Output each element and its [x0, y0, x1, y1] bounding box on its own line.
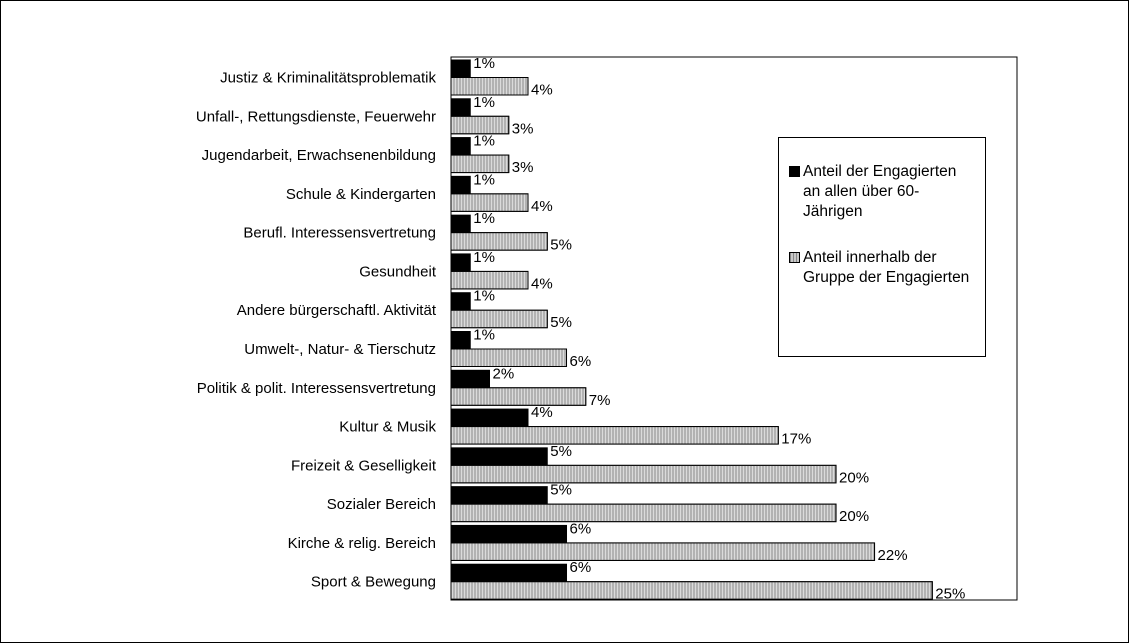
legend-label: Anteil innerhalb der Gruppe der Engagier…: [803, 249, 970, 286]
bar-hatch: [450, 581, 933, 600]
bar: [450, 369, 491, 389]
bar: [450, 175, 471, 195]
category-label: Sozialer Bereich: [327, 496, 436, 513]
bar-hatch: [450, 154, 510, 174]
bar: [450, 331, 471, 350]
data-label: 1%: [473, 210, 495, 227]
bar-hatch: [450, 387, 587, 406]
data-label: 6%: [570, 353, 592, 370]
data-label: 1%: [473, 133, 495, 150]
category-label: Freizeit & Geselligkeit: [291, 457, 437, 474]
data-label: 5%: [550, 237, 572, 254]
category-label: Berufl. Interessensvertretung: [243, 225, 436, 242]
category-label: Unfall-, Rettungsdienste, Feuerwehr: [196, 108, 436, 125]
bar-hatch: [450, 115, 510, 135]
data-label: 7%: [589, 392, 611, 409]
data-label: 22%: [878, 547, 908, 564]
data-label: 3%: [512, 159, 534, 176]
data-label: 20%: [839, 469, 869, 486]
data-label: 1%: [473, 249, 495, 266]
data-label: 1%: [473, 288, 495, 305]
bar: [450, 253, 471, 272]
legend-swatch: [789, 166, 800, 177]
bar: [450, 563, 568, 583]
data-label: 5%: [550, 443, 572, 460]
bar: [450, 59, 471, 78]
bar-hatch: [450, 542, 876, 561]
category-label: Schule & Kindergarten: [286, 186, 436, 203]
data-label: 3%: [512, 120, 534, 137]
data-label: 5%: [550, 314, 572, 331]
bar: [450, 98, 471, 117]
data-label: 20%: [839, 508, 869, 525]
data-label: 25%: [935, 586, 965, 603]
legend-item: Anteil innerhalb der Gruppe der Engagier…: [789, 248, 977, 288]
data-label: 5%: [550, 482, 572, 499]
data-label: 4%: [531, 81, 553, 98]
category-label: Gesundheit: [359, 263, 437, 280]
bar: [450, 214, 471, 234]
legend-swatch: [789, 252, 800, 263]
bar: [450, 486, 548, 505]
bar-hatch: [450, 309, 548, 329]
category-label: Jugendarbeit, Erwachsenenbildung: [202, 147, 436, 164]
bar-hatch: [450, 232, 548, 251]
bar: [450, 524, 568, 544]
data-label: 4%: [531, 275, 553, 292]
bar-hatch: [450, 270, 529, 290]
data-label: 1%: [473, 171, 495, 188]
category-label: Sport & Bewegung: [311, 574, 436, 591]
bar-hatch: [450, 77, 529, 96]
legend-label: Anteil der Engagierten an allen über 60-…: [803, 163, 957, 220]
data-label: 6%: [570, 559, 592, 576]
legend-item: Anteil der Engagierten an allen über 60-…: [789, 162, 977, 222]
bar: [450, 292, 471, 311]
data-label: 2%: [493, 365, 515, 382]
bar: [450, 447, 548, 466]
bar-hatch: [450, 503, 837, 523]
data-label: 1%: [473, 94, 495, 111]
data-label: 17%: [781, 431, 811, 448]
data-label: 4%: [531, 404, 553, 421]
bar: [450, 408, 529, 428]
bar: [450, 137, 471, 156]
bar-hatch: [450, 464, 837, 484]
data-label: 4%: [531, 198, 553, 215]
category-label: Umwelt-, Natur- & Tierschutz: [244, 341, 436, 358]
data-label: 1%: [473, 55, 495, 72]
category-label: Andere bürgerschaftl. Aktivität: [237, 302, 437, 319]
data-label: 1%: [473, 326, 495, 343]
bar-hatch: [450, 193, 529, 212]
category-label: Justiz & Kriminalitätsproblematik: [220, 69, 436, 86]
data-label: 6%: [570, 520, 592, 537]
bar-hatch: [450, 348, 568, 367]
legend: Anteil der Engagierten an allen über 60-…: [778, 137, 986, 357]
category-label: Politik & polit. Interessensvertretung: [197, 380, 436, 397]
bar-hatch: [450, 426, 779, 445]
category-label: Kultur & Musik: [339, 419, 436, 436]
category-label: Kirche & relig. Bereich: [288, 535, 436, 552]
